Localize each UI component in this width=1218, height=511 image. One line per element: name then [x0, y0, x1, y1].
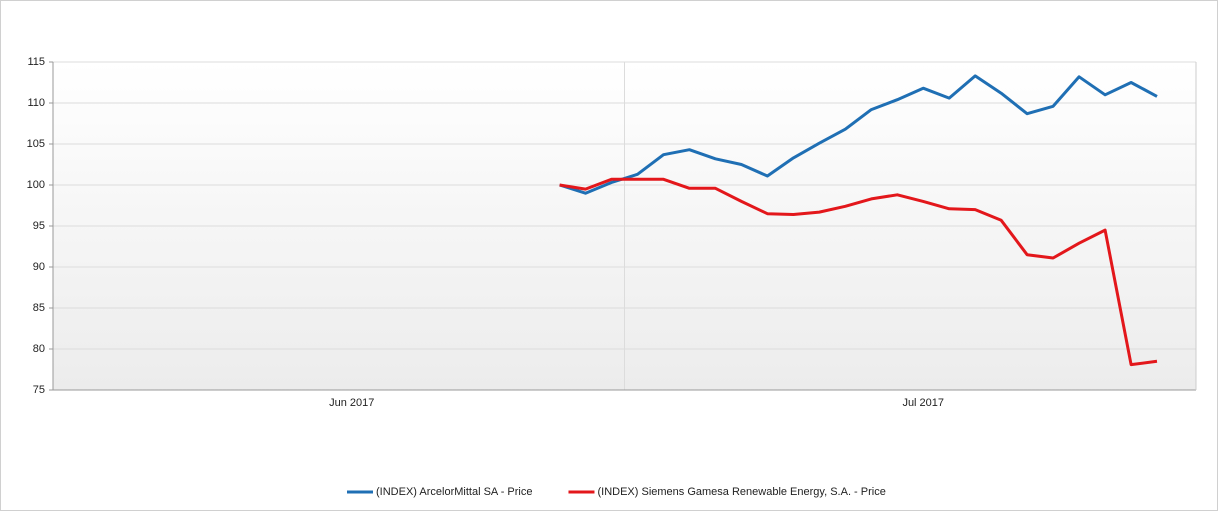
y-tick-label: 115: [27, 56, 45, 68]
y-tick-label: 90: [33, 261, 45, 273]
series-line: [559, 74, 1158, 195]
y-tick-label: 85: [33, 302, 45, 314]
y-tick-label: 80: [33, 343, 45, 355]
x-tick-label: Jul 2017: [902, 397, 944, 409]
y-tick-label: 95: [33, 220, 45, 232]
y-tick-label: 110: [27, 97, 45, 109]
series-line: [559, 177, 1158, 367]
legend-label: (INDEX) ArcelorMittal SA - Price: [376, 486, 532, 498]
x-tick-label: Jun 2017: [329, 397, 374, 409]
y-tick-label: 75: [33, 384, 45, 396]
y-tick-label: 105: [27, 138, 45, 150]
legend-label: (INDEX) Siemens Gamesa Renewable Energy,…: [597, 486, 885, 498]
y-tick-label: 100: [27, 179, 45, 191]
